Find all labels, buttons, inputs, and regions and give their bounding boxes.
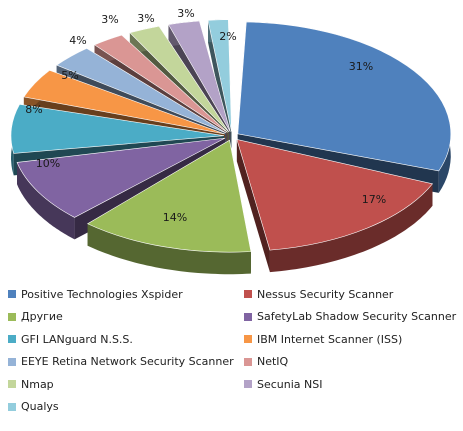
legend-item-3: SafetyLab Shadow Security Scanner [244, 309, 456, 325]
legend-item-10: Qualys [8, 399, 59, 415]
legend-swatch [8, 313, 16, 321]
legend-swatch [244, 313, 252, 321]
pie-data-label-8: 3% [137, 12, 154, 25]
legend-swatch [244, 290, 252, 298]
pie-data-label-5: 5% [61, 69, 78, 82]
legend-swatch [8, 403, 16, 411]
chart-legend: Positive Technologies Xspider Nessus Secu… [6, 286, 463, 431]
legend-swatch [8, 358, 16, 366]
legend-item-1: Nessus Security Scanner [244, 286, 393, 302]
legend-label: Nessus Security Scanner [257, 288, 393, 301]
legend-swatch [8, 290, 16, 298]
legend-item-4: GFI LANguard N.S.S. [8, 331, 133, 347]
legend-swatch [8, 335, 16, 343]
legend-label: Nmap [21, 378, 54, 391]
pie-data-label-0: 31% [349, 60, 373, 73]
legend-label: GFI LANguard N.S.S. [21, 333, 133, 346]
legend-swatch [244, 358, 252, 366]
legend-label: Secunia NSI [257, 378, 323, 391]
pie-data-label-6: 4% [69, 34, 86, 47]
legend-item-0: Positive Technologies Xspider [8, 286, 183, 302]
legend-swatch [8, 380, 16, 388]
legend-item-8: Nmap [8, 376, 54, 392]
legend-label: EEYE Retina Network Security Scanner [21, 355, 234, 368]
legend-item-5: IBM Internet Scanner (ISS) [244, 331, 402, 347]
legend-label: NetIQ [257, 355, 288, 368]
legend-swatch [244, 380, 252, 388]
legend-item-2: Другие [8, 309, 63, 325]
legend-item-7: NetIQ [244, 354, 288, 370]
pie-data-label-9: 3% [177, 7, 194, 20]
pie-data-label-4: 8% [25, 103, 42, 116]
legend-label: IBM Internet Scanner (ISS) [257, 333, 402, 346]
legend-item-6: EEYE Retina Network Security Scanner [8, 354, 234, 370]
legend-label: SafetyLab Shadow Security Scanner [257, 310, 456, 323]
legend-label: Positive Technologies Xspider [21, 288, 183, 301]
pie-data-label-10: 2% [219, 30, 236, 43]
legend-label: Другие [21, 310, 63, 323]
pie-data-label-2: 14% [163, 211, 187, 224]
pie-data-label-3: 10% [36, 157, 60, 170]
pie-chart: 31% 17% 14% 10% 8% 5% 4% 3% 3% 3% 2% [0, 0, 463, 290]
legend-swatch [244, 335, 252, 343]
legend-item-9: Secunia NSI [244, 376, 323, 392]
legend-label: Qualys [21, 400, 59, 413]
pie-data-label-7: 3% [101, 13, 118, 26]
pie-data-label-1: 17% [362, 193, 386, 206]
